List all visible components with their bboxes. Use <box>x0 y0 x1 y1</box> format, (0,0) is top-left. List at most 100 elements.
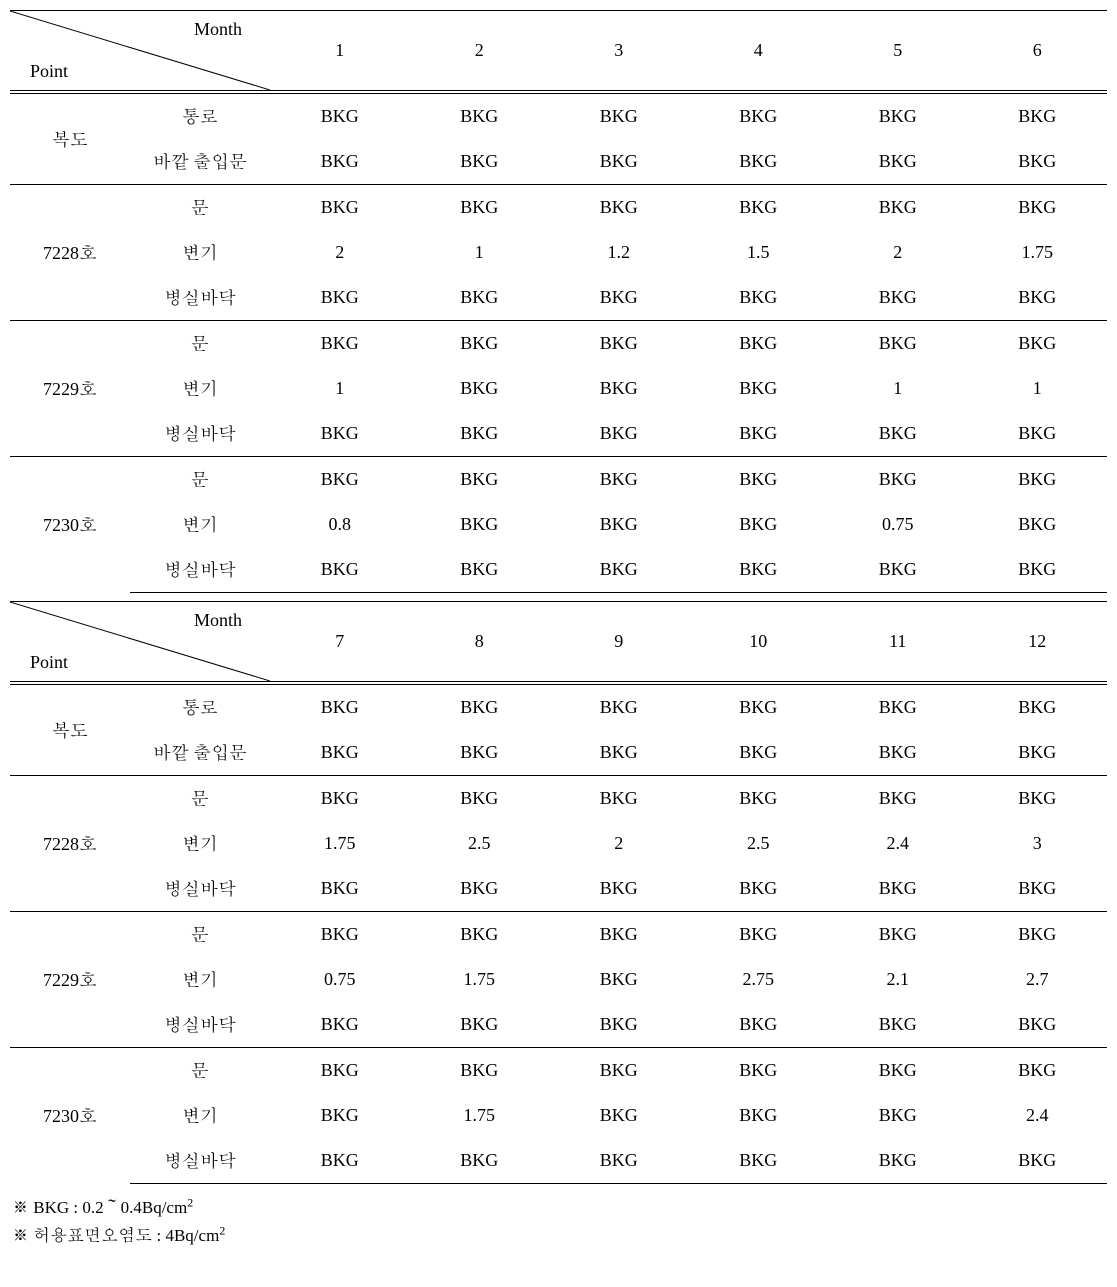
value-cell: BKG <box>689 457 829 503</box>
value-cell: BKG <box>549 912 689 958</box>
month-header: 10 <box>689 602 829 682</box>
value-cell: BKG <box>828 1093 968 1138</box>
value-cell: 2.4 <box>968 1093 1108 1138</box>
subpoint-cell: 통로 <box>130 94 270 140</box>
value-cell: 1 <box>270 366 410 411</box>
value-cell: BKG <box>410 1048 550 1094</box>
value-cell: BKG <box>968 411 1108 457</box>
value-cell: BKG <box>828 776 968 822</box>
value-cell: BKG <box>549 321 689 367</box>
value-cell: BKG <box>828 1138 968 1184</box>
point-cell: 7230호 <box>10 457 130 593</box>
header-month: Month <box>194 610 242 631</box>
value-cell: BKG <box>270 321 410 367</box>
subpoint-cell: 문 <box>130 457 270 503</box>
value-cell: BKG <box>968 94 1108 140</box>
value-cell: 1.75 <box>968 230 1108 275</box>
value-cell: BKG <box>549 185 689 231</box>
value-cell: BKG <box>549 776 689 822</box>
value-cell: BKG <box>410 1002 550 1048</box>
value-cell: 2 <box>828 230 968 275</box>
value-cell: BKG <box>968 685 1108 731</box>
footnote-1-text: ※ BKG : 0.2～0.4Bq/cm <box>12 1198 187 1217</box>
value-cell: BKG <box>828 730 968 776</box>
header-point: Point <box>30 61 68 82</box>
month-header: 5 <box>828 11 968 91</box>
month-header: 6 <box>968 11 1108 91</box>
month-header: 2 <box>410 11 550 91</box>
value-cell: BKG <box>968 1002 1108 1048</box>
value-cell: BKG <box>968 1048 1108 1094</box>
value-cell: BKG <box>410 547 550 593</box>
value-cell: BKG <box>689 776 829 822</box>
value-cell: BKG <box>270 457 410 503</box>
month-header: 3 <box>549 11 689 91</box>
value-cell: 1 <box>828 366 968 411</box>
value-cell: BKG <box>270 776 410 822</box>
value-cell: BKG <box>270 1138 410 1184</box>
value-cell: BKG <box>549 1048 689 1094</box>
value-cell: BKG <box>968 776 1108 822</box>
value-cell: BKG <box>270 912 410 958</box>
value-cell: BKG <box>689 730 829 776</box>
value-cell: BKG <box>828 321 968 367</box>
value-cell: 2.1 <box>828 957 968 1002</box>
value-cell: BKG <box>410 185 550 231</box>
value-cell: BKG <box>828 912 968 958</box>
value-cell: BKG <box>828 866 968 912</box>
value-cell: 2.4 <box>828 821 968 866</box>
value-cell: BKG <box>689 1002 829 1048</box>
value-cell: BKG <box>549 685 689 731</box>
value-cell: 1.75 <box>270 821 410 866</box>
value-cell: BKG <box>410 866 550 912</box>
value-cell: BKG <box>410 1138 550 1184</box>
subpoint-cell: 바깥 출입문 <box>130 139 270 185</box>
point-cell: 7228호 <box>10 185 130 321</box>
value-cell: BKG <box>968 457 1108 503</box>
subpoint-cell: 문 <box>130 185 270 231</box>
month-header: 11 <box>828 602 968 682</box>
value-cell: BKG <box>410 275 550 321</box>
value-cell: BKG <box>549 457 689 503</box>
value-cell: BKG <box>828 1048 968 1094</box>
subpoint-cell: 문 <box>130 776 270 822</box>
value-cell: BKG <box>689 411 829 457</box>
subpoint-cell: 통로 <box>130 685 270 731</box>
point-cell: 7228호 <box>10 776 130 912</box>
value-cell: BKG <box>689 185 829 231</box>
value-cell: BKG <box>689 1138 829 1184</box>
value-cell: BKG <box>689 139 829 185</box>
value-cell: BKG <box>549 730 689 776</box>
value-cell: BKG <box>549 502 689 547</box>
value-cell: BKG <box>828 411 968 457</box>
value-cell: BKG <box>410 139 550 185</box>
subpoint-cell: 변기 <box>130 821 270 866</box>
subpoint-cell: 병실바닥 <box>130 1002 270 1048</box>
value-cell: 2.5 <box>410 821 550 866</box>
value-cell: 1.75 <box>410 1093 550 1138</box>
point-cell: 복도 <box>10 685 130 776</box>
value-cell: BKG <box>689 547 829 593</box>
value-cell: BKG <box>689 912 829 958</box>
footnote-2-exp: 2 <box>219 1223 225 1237</box>
month-header: 12 <box>968 602 1108 682</box>
value-cell: BKG <box>968 185 1108 231</box>
footnote-2: ※ 허용표면오염도 : 4Bq/cm2 <box>12 1222 1105 1246</box>
diagonal-header: Month Point <box>10 602 270 682</box>
point-cell: 복도 <box>10 94 130 185</box>
value-cell: BKG <box>549 139 689 185</box>
value-cell: 1.5 <box>689 230 829 275</box>
subpoint-cell: 변기 <box>130 366 270 411</box>
value-cell: BKG <box>270 547 410 593</box>
value-cell: BKG <box>410 411 550 457</box>
month-header: 4 <box>689 11 829 91</box>
value-cell: BKG <box>828 139 968 185</box>
point-cell: 7229호 <box>10 321 130 457</box>
point-cell: 7229호 <box>10 912 130 1048</box>
value-cell: 0.75 <box>828 502 968 547</box>
value-cell: BKG <box>968 1138 1108 1184</box>
value-cell: BKG <box>410 730 550 776</box>
month-header: 7 <box>270 602 410 682</box>
header-month: Month <box>194 19 242 40</box>
value-cell: BKG <box>270 1093 410 1138</box>
